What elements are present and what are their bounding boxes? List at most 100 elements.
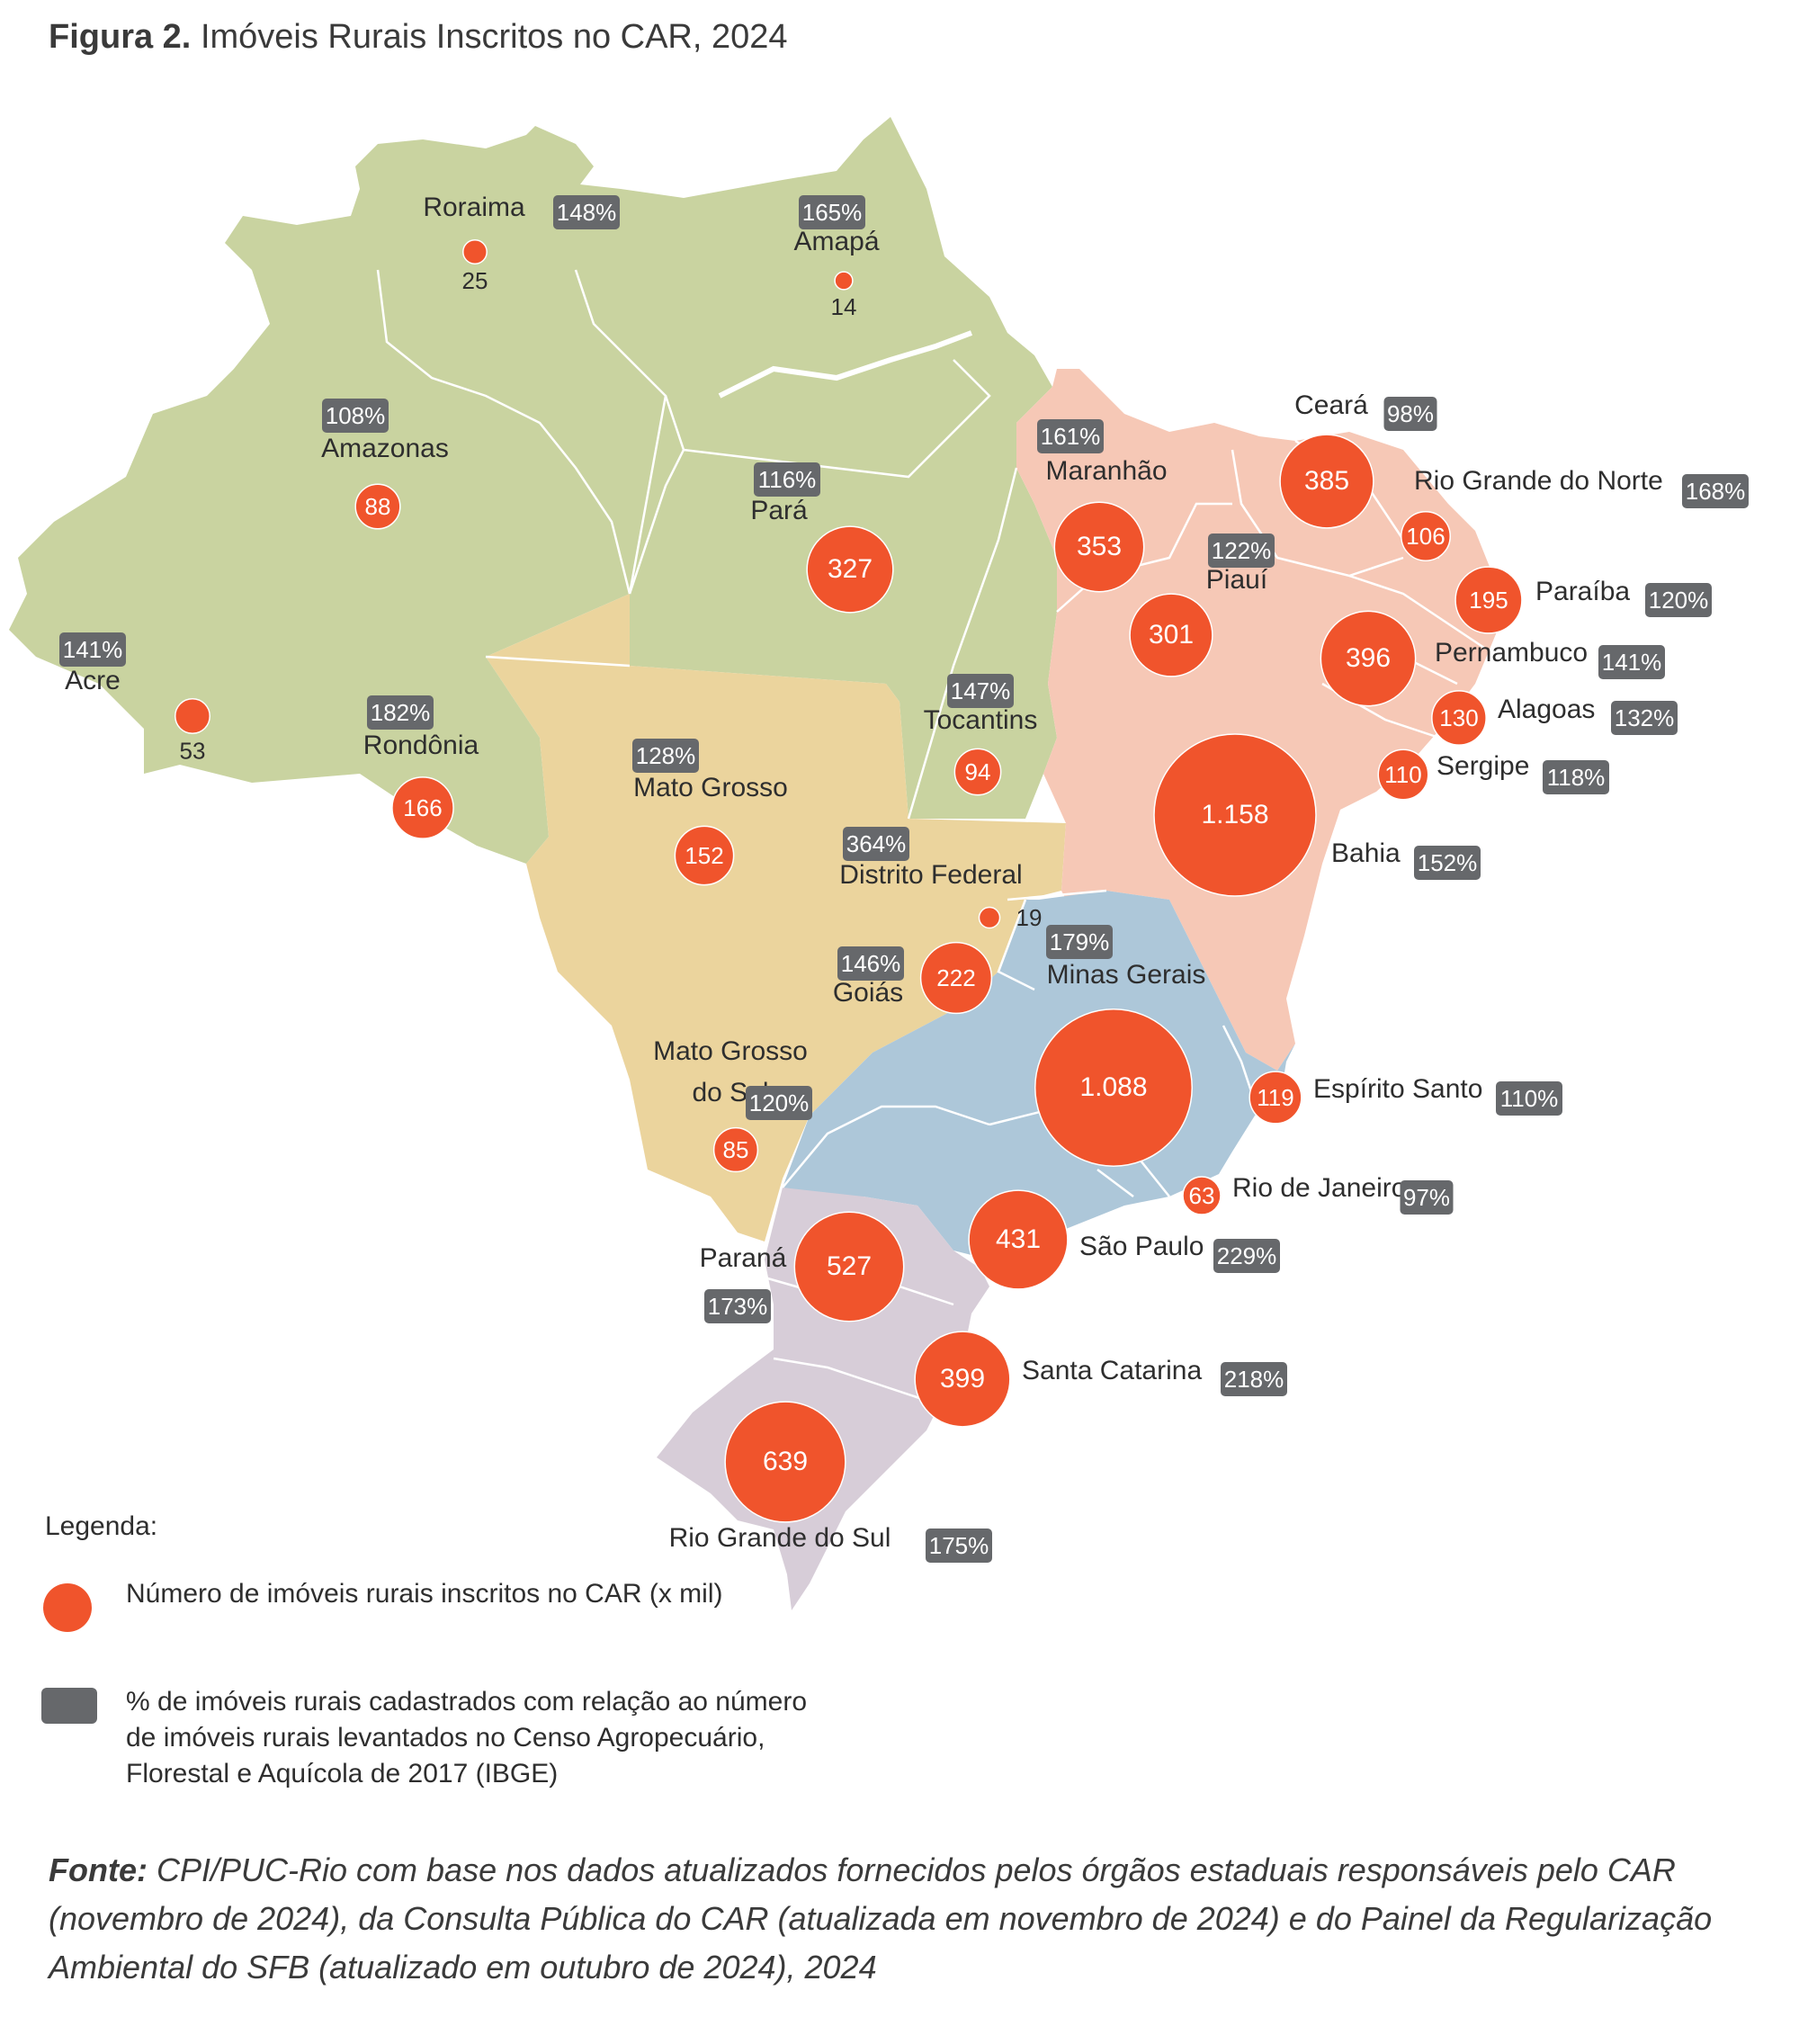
state-name-rs: Rio Grande do Sul (669, 1523, 891, 1553)
state-border-line (907, 467, 1018, 820)
count-label-acre: 53 (180, 737, 206, 764)
pct-badge-amapa (799, 195, 865, 229)
pct-label-ceara: 98% (1387, 400, 1434, 427)
state-border-line (628, 395, 685, 595)
state-name-roraima: Roraima (423, 193, 525, 222)
count-circle-ms (712, 1126, 759, 1173)
count-circle-acre (174, 697, 211, 735)
pct-label-paraiba: 120% (1649, 587, 1709, 614)
pct-badge-maranhao (1037, 419, 1104, 453)
count-circle-sc (914, 1331, 1011, 1428)
count-label-sp: 431 (996, 1224, 1041, 1254)
state-border-line (1231, 449, 1404, 578)
state-name-para: Pará (750, 496, 808, 525)
count-label-alagoas: 130 (1439, 704, 1478, 731)
count-label-maranhao: 353 (1077, 532, 1122, 561)
state-minas: 1.088 Minas Gerais 179% (1034, 925, 1206, 1167)
state-alagoas: 130 Alagoas 132% (1431, 690, 1678, 746)
count-label-rs: 639 (763, 1447, 808, 1476)
count-circle-amapa (834, 271, 854, 291)
count-label-rondonia: 166 (403, 794, 442, 821)
count-label-sc: 399 (940, 1364, 985, 1394)
pct-badge-roraima (553, 195, 620, 229)
pct-label-df: 364% (846, 830, 907, 857)
count-label-para: 327 (828, 554, 873, 584)
source-label: Fonte: (49, 1851, 148, 1888)
count-circle-bahia (1153, 733, 1317, 897)
pct-label-maranhao: 161% (1041, 423, 1101, 450)
figure-title-prefix: Figura 2. (49, 18, 192, 56)
pct-label-rn: 168% (1686, 478, 1746, 505)
pct-badge-parana (704, 1289, 771, 1323)
pct-label-acre: 141% (63, 636, 123, 663)
count-circle-paraiba (1454, 566, 1523, 634)
state-name-sergipe: Sergipe (1437, 751, 1529, 781)
count-label-minas: 1.088 (1079, 1072, 1147, 1102)
state-bahia: 1.158 Bahia 152% (1153, 733, 1481, 897)
pct-badge-para (754, 462, 820, 497)
count-circle-df (978, 906, 1001, 929)
state-name-df: Distrito Federal (839, 860, 1022, 890)
count-circle-roraima (462, 239, 488, 264)
count-label-es: 119 (1257, 1084, 1293, 1111)
state-border-line (1096, 1169, 1134, 1197)
pct-label-sc: 218% (1224, 1366, 1284, 1393)
state-rn: 106 Rio Grande do Norte 168% (1401, 466, 1749, 561)
count-label-parana: 527 (827, 1251, 872, 1281)
state-name-sp: São Paulo (1079, 1232, 1204, 1261)
region-south (657, 1188, 989, 1610)
state-name-ms: Mato Grosso (653, 1036, 808, 1066)
region-center-west (486, 594, 1066, 1242)
figure-title: Figura 2. Imóveis Rurais Inscritos no CA… (49, 18, 788, 57)
pct-label-piaui: 122% (1212, 537, 1272, 564)
state-border-line (376, 269, 631, 595)
state-name-es: Espírito Santo (1313, 1074, 1482, 1104)
state-name-goias: Goiás (833, 978, 903, 1008)
pct-label-goias: 146% (841, 950, 901, 977)
pct-label-rs: 175% (929, 1532, 989, 1559)
state-name-amapa: Amapá (793, 227, 879, 256)
state-name-acre: Acre (65, 666, 121, 695)
pct-label-ms: 120% (749, 1089, 810, 1116)
state-maranhao: 353 Maranhão 161% (1037, 419, 1168, 593)
state-name-minas: Minas Gerais (1047, 960, 1206, 990)
source-note: Fonte: CPI/PUC-Rio com base nos dados at… (49, 1846, 1758, 1992)
state-border-line (773, 1357, 936, 1405)
state-name-rj: Rio de Janeiro (1232, 1173, 1406, 1203)
count-label-roraima: 25 (462, 267, 488, 294)
state-border-line (1348, 574, 1485, 650)
pct-badge-ceara (1383, 397, 1437, 431)
count-label-pernambuco: 396 (1346, 643, 1391, 673)
state-name-rondonia: Rondônia (363, 731, 479, 760)
count-label-mato_grosso: 152 (685, 842, 723, 869)
count-circle-tocantins (953, 748, 1002, 796)
count-circle-rs (724, 1401, 846, 1523)
count-circle-piaui (1129, 593, 1213, 677)
count-label-rj: 63 (1189, 1182, 1215, 1209)
river-line (718, 330, 973, 399)
state-name-paraiba: Paraíba (1535, 577, 1630, 606)
pct-badge-amazonas (322, 399, 389, 433)
state-para: 327 Pará 116% (750, 462, 894, 614)
state-sc: 399 Santa Catarina 218% (914, 1331, 1287, 1428)
state-parana: 527 Paraná 173% (700, 1211, 905, 1323)
pct-badge-sp (1213, 1239, 1280, 1273)
count-circle-es (1249, 1071, 1302, 1125)
count-label-bahia: 1.158 (1201, 800, 1268, 829)
region-north (9, 117, 1057, 864)
pct-badge-piaui (1208, 533, 1275, 568)
state-roraima: 25 Roraima 148% (423, 193, 620, 294)
count-label-amazonas: 88 (365, 493, 391, 520)
count-label-df: 19 (1016, 904, 1043, 931)
pct-label-alagoas: 132% (1615, 704, 1675, 731)
state-sp: 431 São Paulo 229% (968, 1189, 1280, 1290)
state-name-ceara: Ceará (1294, 390, 1368, 420)
pct-badge-mato_grosso (632, 739, 699, 773)
state-pernambuco: 396 Pernambuco 141% (1320, 610, 1665, 707)
state-name-piaui: Piauí (1206, 565, 1268, 595)
count-label-goias: 222 (936, 964, 975, 991)
count-label-ms: 85 (723, 1136, 749, 1163)
